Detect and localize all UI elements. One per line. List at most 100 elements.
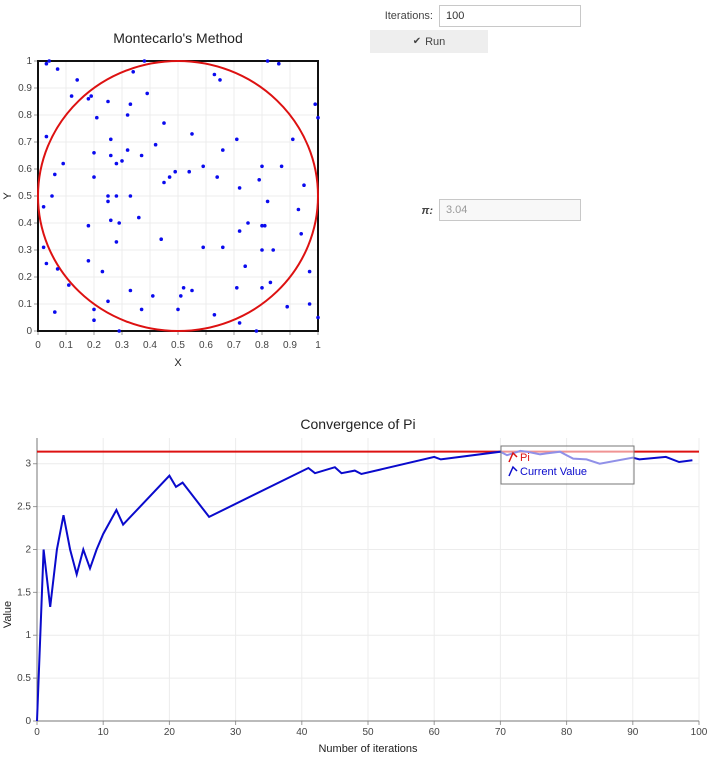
convergence-x-tick-label: 30: [230, 727, 242, 738]
scatter-point: [212, 72, 217, 77]
scatter-point: [313, 102, 318, 106]
scatter-point: [307, 302, 312, 306]
scatter-x-tick-label: 0: [35, 340, 41, 351]
scatter-point: [69, 94, 74, 98]
convergence-y-tick-label: 2.5: [17, 502, 31, 513]
scatter-point: [173, 169, 177, 174]
scatter-point: [125, 113, 130, 117]
scatter-point: [67, 283, 71, 287]
convergence-x-tick-label: 0: [34, 727, 40, 738]
scatter-point: [260, 164, 264, 169]
scatter-point: [139, 153, 144, 158]
scatter-y-tick-label: 0.5: [18, 191, 32, 202]
convergence-y-tick-label: 0.5: [17, 673, 31, 684]
scatter-point: [285, 304, 290, 309]
scatter-point: [50, 194, 54, 198]
legend-box: [500, 445, 635, 485]
scatter-point: [167, 175, 172, 179]
scatter-x-tick-label: 0.6: [199, 340, 213, 351]
iterations-label: Iterations:: [384, 10, 433, 22]
scatter-point: [265, 59, 270, 63]
scatter-point: [92, 307, 96, 312]
convergence-y-tick-label: 0: [25, 716, 31, 727]
scatter-point: [89, 94, 93, 98]
scatter-point: [128, 194, 133, 198]
scatter-point: [117, 329, 121, 333]
legend-pi-swatch: [508, 451, 518, 463]
scatter-y-tick-label: 0.3: [18, 245, 32, 256]
scatter-point: [53, 172, 57, 177]
scatter-y-axis-label: Y: [2, 192, 14, 200]
scatter-point: [221, 245, 225, 250]
scatter-x-tick-label: 1: [315, 340, 321, 351]
montecarlo-scatter-chart: Montecarlo's Method 0 0.1 0.2 0.3 0.4 0.5 0.6 0.…: [2, 30, 321, 369]
legend-pi-label: Pi: [520, 452, 530, 464]
convergence-y-tick-label: 1.5: [17, 587, 31, 598]
scatter-point: [235, 137, 239, 142]
scatter-point: [260, 223, 264, 228]
scatter-y-tick-label: 0.4: [18, 218, 32, 229]
scatter-chart-title: Montecarlo's Method: [113, 30, 243, 46]
scatter-point: [246, 221, 250, 225]
scatter-point: [279, 164, 284, 169]
scatter-point: [179, 294, 183, 298]
scatter-point: [190, 132, 194, 136]
run-button[interactable]: ✔ Run: [370, 30, 488, 53]
scatter-point: [131, 70, 135, 74]
scatter-point: [86, 259, 91, 263]
scatter-x-axis-label: X: [174, 357, 182, 369]
scatter-point: [109, 137, 113, 142]
scatter-x-tick-label: 0.8: [255, 340, 269, 351]
scatter-y-tick-label: 0.2: [18, 272, 32, 283]
scatter-point: [86, 97, 91, 101]
scatter-point: [302, 183, 306, 187]
iterations-input[interactable]: [439, 5, 581, 27]
scatter-point: [254, 329, 259, 333]
scatter-point: [106, 194, 110, 198]
current-value-line: [36, 449, 693, 722]
legend-current-label: Current Value: [520, 466, 587, 478]
scatter-point: [299, 232, 304, 236]
unit-circle: [37, 60, 319, 332]
scatter-point: [221, 148, 225, 152]
scatter-point: [55, 67, 60, 71]
scatter-x-tick-label: 0.4: [143, 340, 157, 351]
scatter-point: [296, 207, 301, 212]
scatter-point: [190, 288, 194, 293]
scatter-x-tick-label: 0.2: [87, 340, 101, 351]
scatter-point: [100, 269, 105, 274]
scatter-y-tick-label: 0.9: [18, 83, 32, 94]
scatter-point: [55, 267, 60, 271]
convergence-x-tick-label: 70: [495, 727, 507, 738]
convergence-y-axis-label: Value: [2, 601, 14, 628]
scatter-point: [109, 218, 113, 223]
scatter-point: [114, 240, 119, 244]
scatter-point: [47, 59, 51, 63]
scatter-point: [114, 161, 119, 166]
scatter-point: [237, 186, 242, 190]
scatter-point: [137, 215, 141, 220]
scatter-point: [260, 286, 264, 290]
convergence-x-tick-label: 90: [627, 727, 639, 738]
pi-value-field: [439, 199, 581, 221]
scatter-point: [128, 288, 133, 293]
scatter-y-tick-label: 0.1: [18, 299, 32, 310]
convergence-y-tick-label: 1: [25, 630, 31, 641]
scatter-point: [237, 321, 242, 325]
scatter-x-tick-label: 0.5: [171, 340, 185, 351]
scatter-y-tick-label: 1: [26, 56, 32, 67]
convergence-chart-title: Convergence of Pi: [300, 416, 415, 432]
pi-label: π:: [421, 205, 434, 217]
scatter-point: [151, 294, 155, 298]
scatter-point: [120, 159, 124, 163]
scatter-y-tick-label: 0.8: [18, 110, 32, 121]
scatter-point: [271, 248, 276, 252]
scatter-point: [109, 153, 113, 158]
scatter-point: [92, 175, 96, 179]
convergence-y-tick-label: 2: [25, 544, 31, 555]
scatter-point: [263, 223, 267, 228]
scatter-point: [44, 61, 49, 66]
scatter-point: [260, 248, 264, 252]
scatter-point: [53, 310, 57, 314]
scatter-y-tick-label: 0.6: [18, 164, 32, 175]
